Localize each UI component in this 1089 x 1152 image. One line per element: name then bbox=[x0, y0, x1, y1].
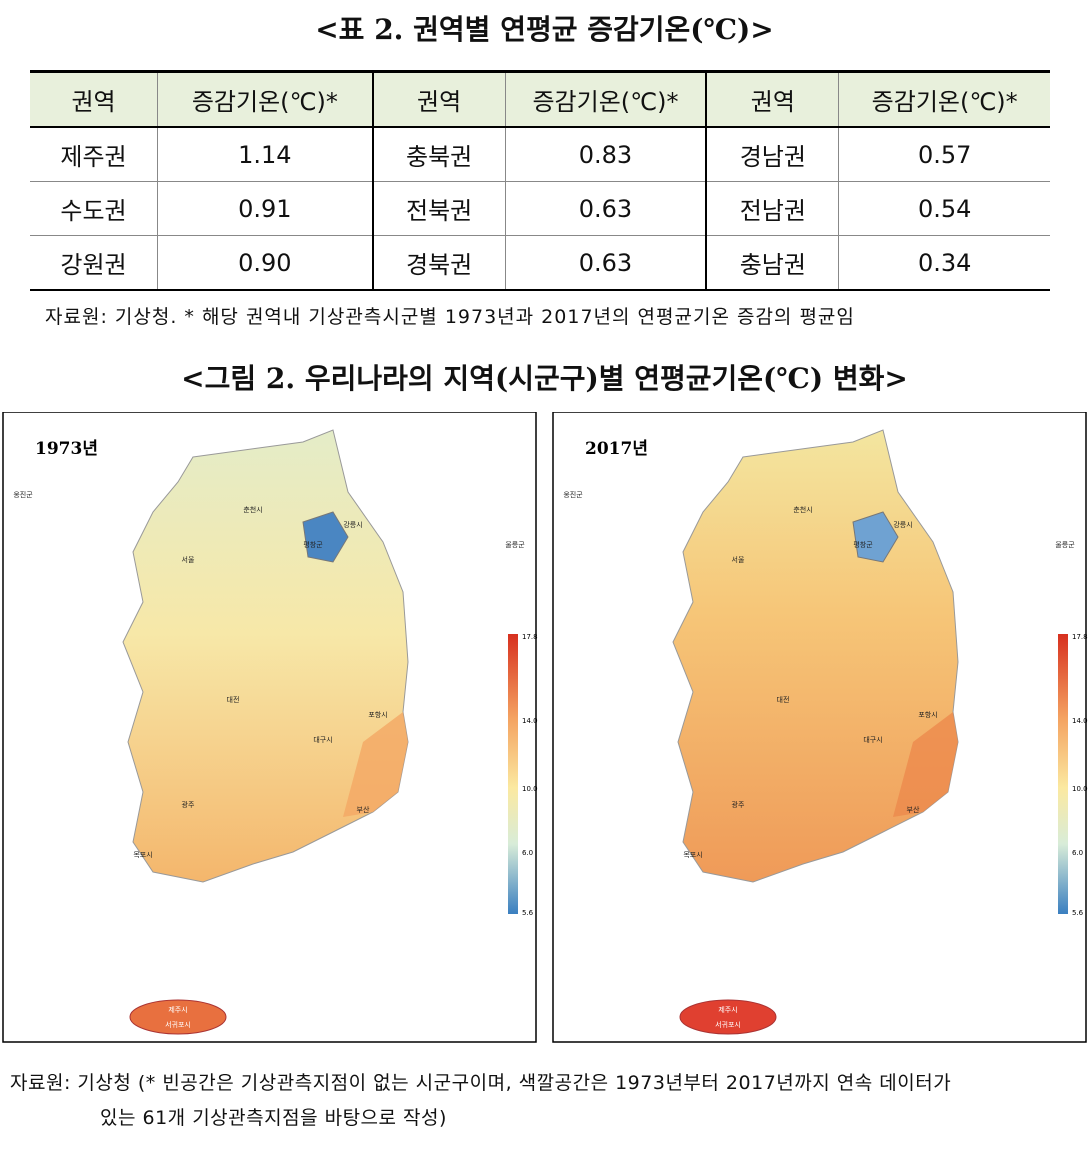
place-label: 춘천시 bbox=[793, 505, 812, 514]
color-bar bbox=[508, 634, 518, 914]
southeast-coast bbox=[893, 712, 958, 817]
legend-tick: 10.0 bbox=[522, 785, 538, 793]
pyeongchang bbox=[852, 511, 899, 563]
figure-title: <그림 2. 우리나라의 지역(시군구)별 연평균기온(℃) 변화> bbox=[181, 362, 908, 395]
place-label: 포항시 bbox=[368, 710, 387, 719]
place-label: 서귀포시 bbox=[165, 1020, 191, 1029]
place-label: 목포시 bbox=[683, 851, 702, 859]
table-cell: 전북권 bbox=[371, 181, 506, 236]
place-label: 광주 bbox=[732, 801, 745, 809]
place-label: 부산 bbox=[357, 805, 370, 814]
legend-tick: 17.8 bbox=[522, 633, 538, 641]
jeju bbox=[679, 999, 777, 1035]
table-cell: 0.83 bbox=[504, 127, 707, 182]
table-cell: 전남권 bbox=[705, 181, 839, 236]
header-cell: 증감기온(℃)* bbox=[157, 71, 373, 128]
table-cell: 0.90 bbox=[157, 235, 373, 291]
place-label: 울릉군 bbox=[505, 541, 525, 549]
table-row: 강원권 0.90 경북권 0.63 충남권 0.34 bbox=[30, 235, 1050, 291]
panel-label: 2017년 bbox=[585, 439, 648, 459]
legend-tick: 10.0 bbox=[1072, 785, 1088, 793]
color-bar bbox=[1058, 634, 1068, 914]
legend-tick: 5.6 bbox=[1072, 909, 1084, 917]
header-cell: 권역 bbox=[371, 71, 506, 128]
place-label: 제주시 bbox=[168, 1006, 187, 1014]
place-label: 강릉시 bbox=[893, 520, 912, 529]
place-label: 울릉군 bbox=[1055, 541, 1075, 549]
place-label: 대전 bbox=[227, 695, 240, 704]
place-label: 서귀포시 bbox=[715, 1020, 741, 1029]
table-cell: 0.34 bbox=[838, 235, 1050, 291]
table-row: 제주권 1.14 충북권 0.83 경남권 0.57 bbox=[30, 127, 1050, 182]
table-cell: 제주권 bbox=[30, 127, 158, 182]
place-label: 대구시 bbox=[313, 736, 332, 744]
table-row: 권역 증감기온(℃)* 권역 증감기온(℃)* 권역 증감기온(℃)* bbox=[30, 71, 1050, 128]
table-cell: 충북권 bbox=[371, 127, 506, 182]
table-cell: 수도권 bbox=[30, 181, 158, 236]
table-cell: 1.14 bbox=[157, 127, 373, 182]
table-cell: 0.54 bbox=[838, 181, 1050, 236]
panel-label: 1973년 bbox=[35, 439, 98, 459]
place-label: 평창군 bbox=[303, 540, 323, 549]
pyeongchang bbox=[302, 511, 349, 563]
place-label: 춘천시 bbox=[243, 505, 262, 514]
header-cell: 증감기온(℃)* bbox=[504, 71, 707, 128]
place-label: 대전 bbox=[777, 695, 790, 704]
jeju bbox=[129, 999, 227, 1035]
header-cell: 증감기온(℃)* bbox=[838, 71, 1050, 128]
table-cell: 경남권 bbox=[705, 127, 839, 182]
legend-tick: 5.6 bbox=[522, 909, 534, 917]
place-label: 평창군 bbox=[853, 540, 873, 549]
table-cell: 0.57 bbox=[838, 127, 1050, 182]
table-row: 수도권 0.91 전북권 0.63 전남권 0.54 bbox=[30, 181, 1050, 236]
legend-tick: 6.0 bbox=[522, 849, 533, 857]
header-cell: 권역 bbox=[705, 71, 839, 128]
place-label: 광주 bbox=[182, 801, 195, 809]
place-label: 포항시 bbox=[918, 710, 937, 719]
place-label: 옹진군 bbox=[563, 490, 583, 499]
place-label: 강릉시 bbox=[343, 520, 362, 529]
header-cell: 권역 bbox=[30, 71, 158, 128]
table-cell: 충남권 bbox=[705, 235, 839, 291]
table-cell: 0.63 bbox=[504, 181, 707, 236]
place-label: 부산 bbox=[907, 805, 920, 814]
place-label: 서울 bbox=[182, 555, 195, 564]
legend-tick: 14.0 bbox=[1072, 717, 1088, 725]
place-label: 목포시 bbox=[133, 851, 152, 859]
table-cell: 0.91 bbox=[157, 181, 373, 236]
footer-line: 자료원: 기상청 (* 빈공간은 기상관측지점이 없는 시군구이며, 색깔공간은… bbox=[10, 1072, 952, 1094]
place-label: 서울 bbox=[732, 555, 745, 564]
southeast-coast bbox=[343, 712, 408, 817]
legend-tick: 6.0 bbox=[1072, 849, 1083, 857]
place-label: 제주시 bbox=[718, 1006, 737, 1014]
legend-tick: 14.0 bbox=[522, 717, 538, 725]
table-cell: 강원권 bbox=[30, 235, 158, 291]
table: 권역 증감기온(℃)* 권역 증감기온(℃)* 권역 증감기온(℃)* 제주권 1.14 충북권… bbox=[30, 70, 1050, 291]
table-cell: 경북권 bbox=[371, 235, 506, 291]
table-cell: 0.63 bbox=[504, 235, 707, 291]
source-note: 자료원: 기상청. * 해당 권역내 기상관측시군별 1973년과 2017년의… bbox=[45, 306, 855, 328]
footer-line: 있는 61개 기상관측지점을 바탕으로 작성) bbox=[100, 1107, 447, 1129]
place-label: 대구시 bbox=[863, 736, 882, 744]
place-label: 옹진군 bbox=[13, 490, 33, 499]
legend-tick: 17.8 bbox=[1072, 633, 1088, 641]
table-title: <표 2. 권역별 연평균 증감기온(℃)> bbox=[315, 13, 774, 46]
